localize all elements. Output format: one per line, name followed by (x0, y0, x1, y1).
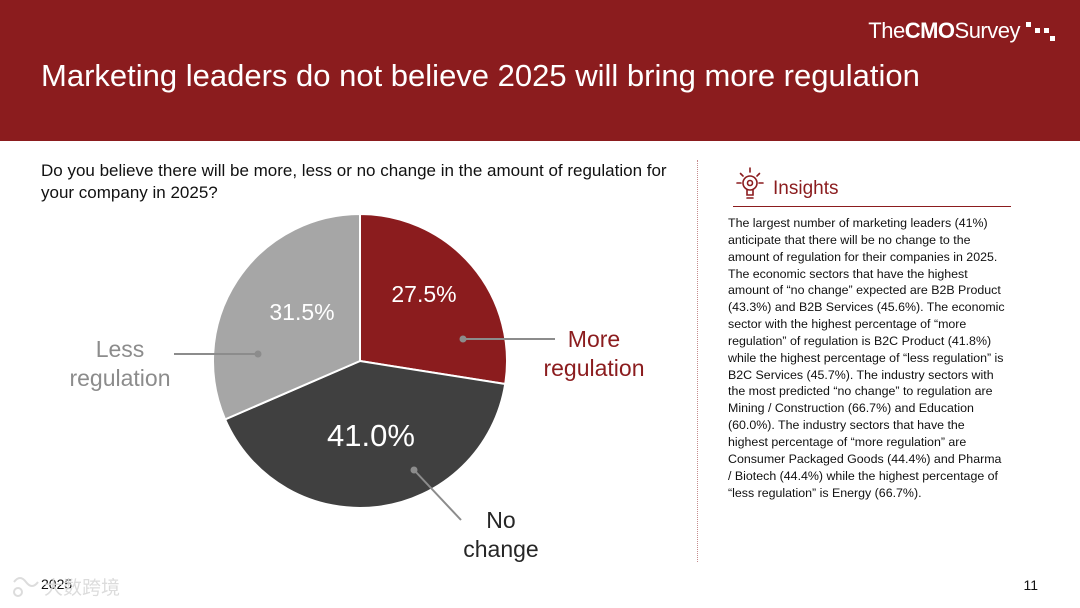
header-banner: TheCMOSurvey Marketing leaders do not be… (0, 0, 1080, 141)
value-label-less-regulation: 31.5% (269, 299, 334, 325)
brand-bold: CMO (904, 18, 955, 43)
pie-slice-no-change (223, 359, 507, 509)
pie-slice-more-regulation (359, 212, 508, 386)
page-title: Marketing leaders do not believe 2025 wi… (41, 58, 920, 93)
watermark-text: 大数跨境 (44, 577, 120, 599)
pie-slice-less-regulation (212, 212, 361, 421)
footer-year: 2025 (41, 576, 73, 592)
brand-logo: TheCMOSurvey (868, 18, 1020, 44)
leader-dot-less-regulation (254, 350, 262, 358)
leader-line-no-change (413, 469, 462, 521)
insights-header: Insights (733, 166, 1011, 207)
page-number: 11 (1023, 577, 1038, 593)
leader-dot-no-change (410, 466, 418, 474)
pie-chart: 27.5% More regulation 41.0% No change 31.5% Les… (69, 212, 645, 562)
insights-text: The largest number of marketing leaders … (728, 216, 1005, 500)
insights-heading: Insights (773, 178, 839, 199)
brand-suffix: Survey (954, 18, 1021, 43)
lightbulb-icon (736, 167, 764, 199)
leader-dot-more-regulation (459, 335, 467, 343)
survey-question: Do you believe there will be more, less … (41, 161, 667, 202)
watermark: 大数跨境 (13, 577, 120, 599)
category-label-less-regulation: Less regulation (69, 336, 170, 391)
value-label-more-regulation: 27.5% (391, 281, 456, 307)
category-label-more-regulation: More regulation (543, 326, 644, 381)
brand-prefix: The (868, 18, 905, 43)
value-label-no-change: 41.0% (327, 418, 415, 453)
section-divider (697, 160, 698, 562)
brand-dots-icon (1026, 22, 1055, 41)
category-label-no-change: No change (463, 507, 538, 562)
